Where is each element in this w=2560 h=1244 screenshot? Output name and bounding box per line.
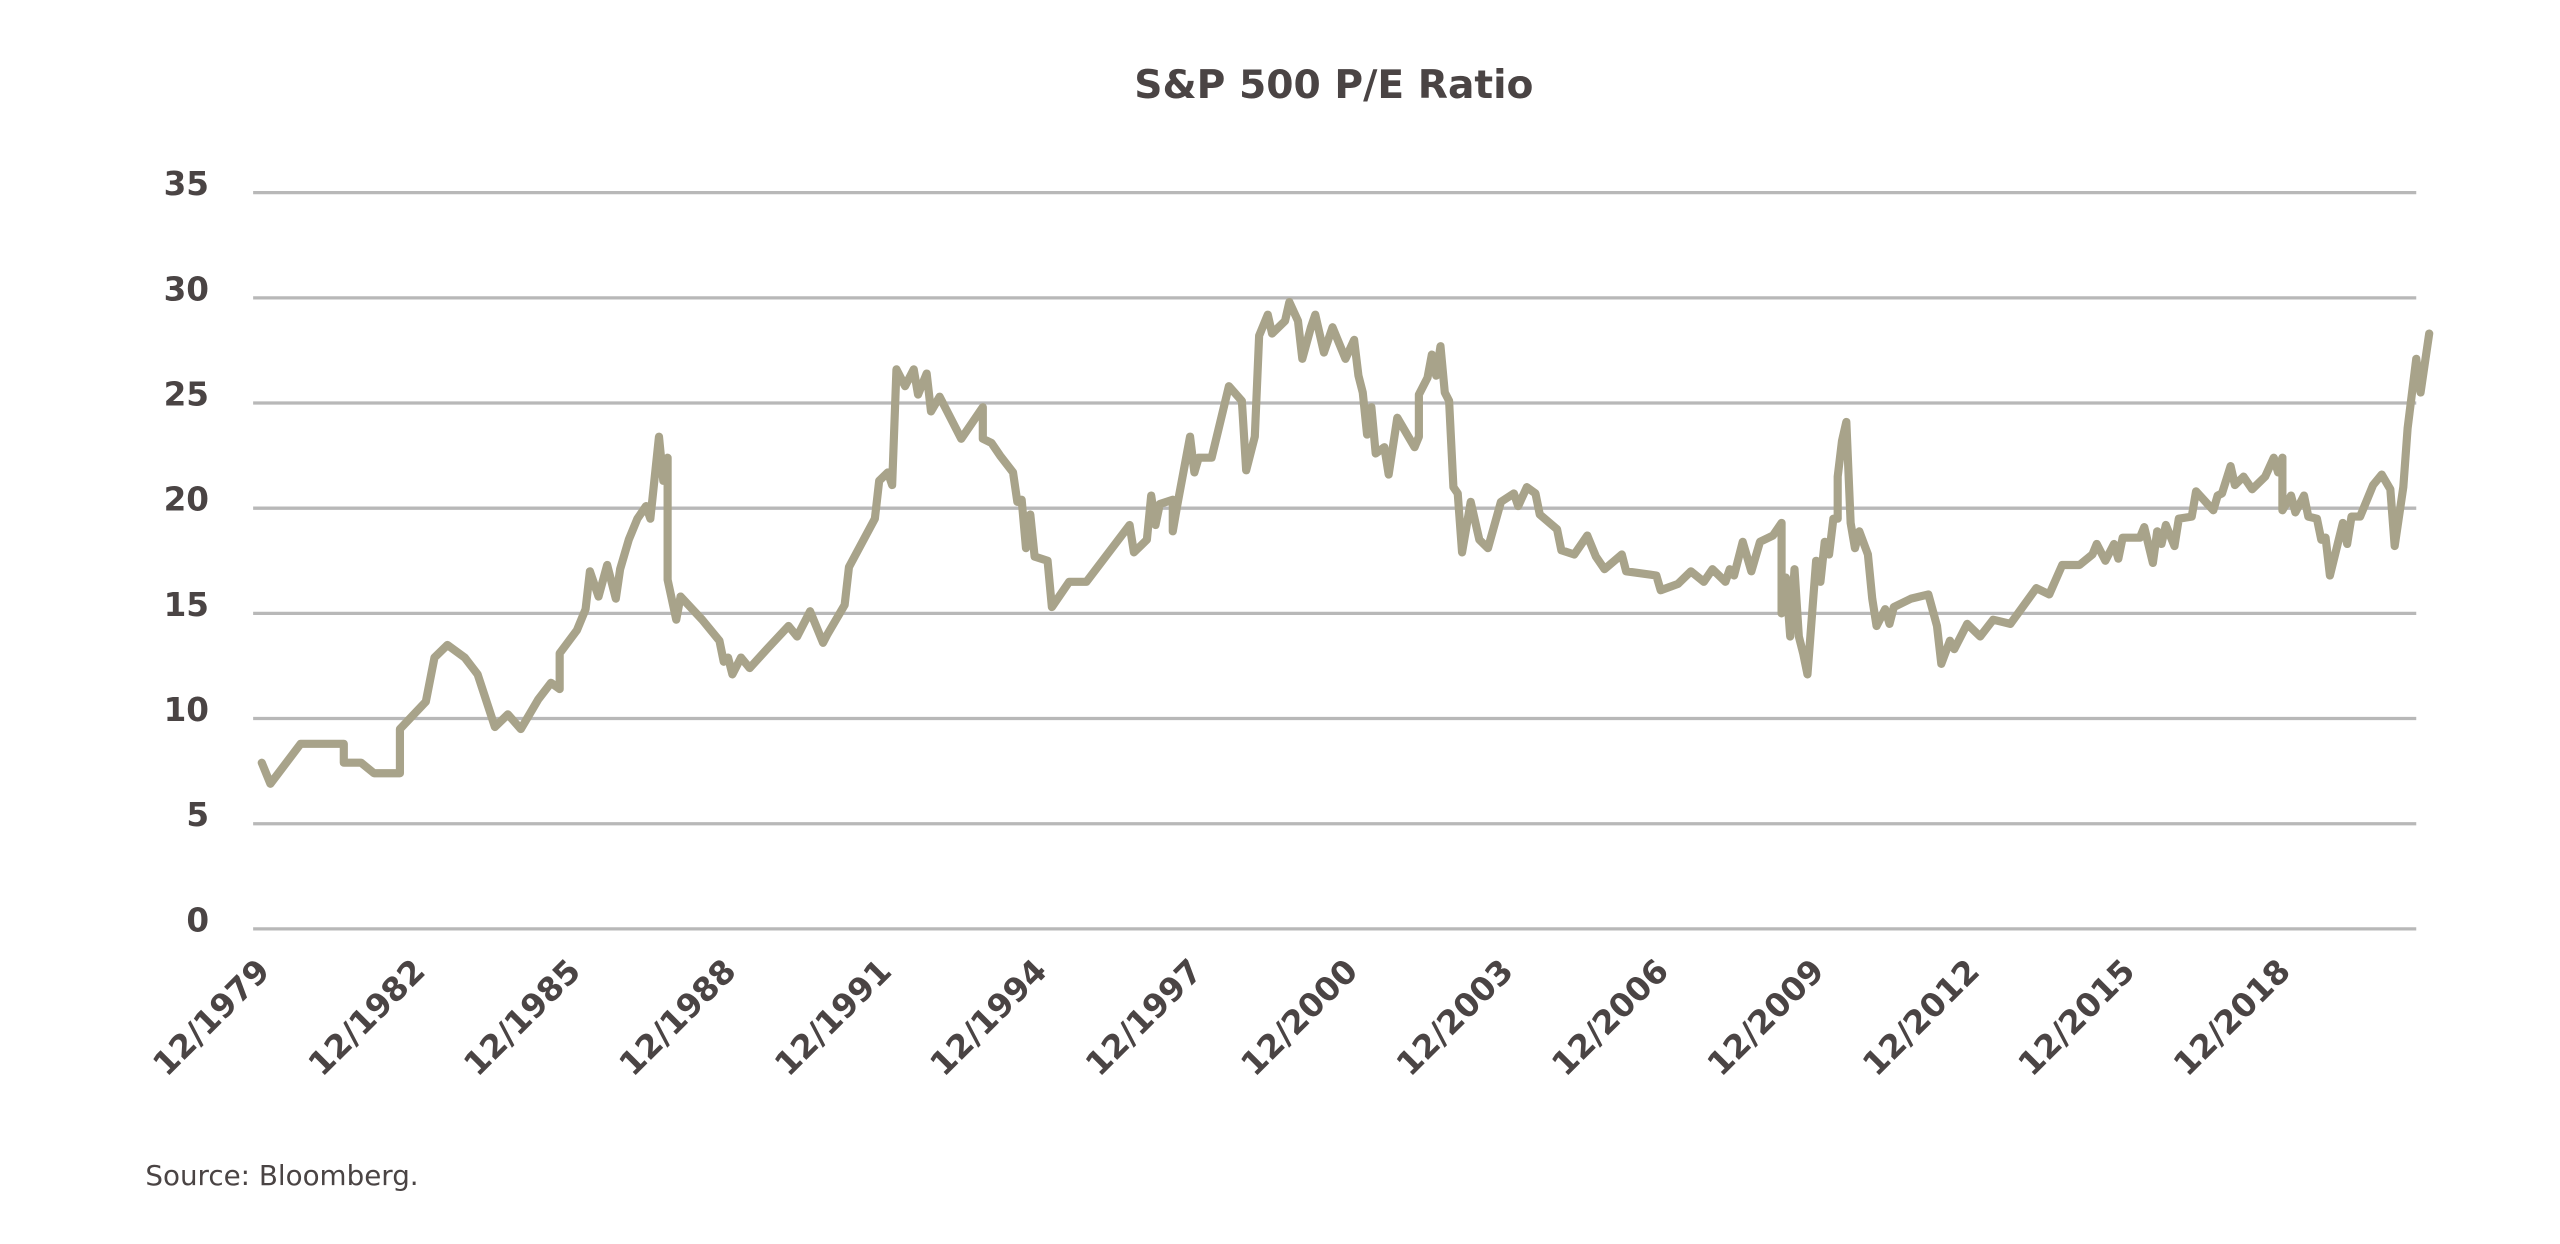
y-tick-label: 30: [164, 270, 209, 308]
y-tick-label: 0: [186, 901, 209, 939]
y-tick-label: 5: [186, 796, 209, 834]
x-tick-label: 12/1988: [612, 952, 744, 1084]
y-tick-label: 20: [164, 481, 209, 519]
x-tick-label: 12/1994: [923, 952, 1055, 1084]
x-tick-label: 12/1997: [1078, 952, 1210, 1084]
pe-line: [257, 297, 2434, 788]
x-tick-label: 12/1982: [301, 952, 433, 1084]
x-tick-label: 12/2018: [2166, 952, 2298, 1084]
x-tick-label: 12/2015: [2011, 952, 2143, 1084]
x-tick-label: 12/2003: [1389, 952, 1521, 1084]
x-tick-label: 12/2012: [1855, 952, 1987, 1084]
chart-title: S&P 500 P/E Ratio: [1134, 63, 1533, 108]
x-tick-label: 12/2000: [1234, 952, 1366, 1084]
source-note: Source: Bloomberg.: [145, 1159, 418, 1192]
y-tick-label: 35: [164, 165, 209, 203]
y-tick-label: 15: [164, 586, 209, 624]
x-tick-label: 12/2006: [1544, 952, 1676, 1084]
x-tick-label: 12/1985: [456, 952, 588, 1084]
x-tick-label: 12/1979: [146, 952, 278, 1084]
x-tick-label: 12/2009: [1700, 952, 1832, 1084]
y-tick-label: 25: [164, 375, 209, 413]
y-tick-label: 10: [164, 691, 209, 729]
x-tick-label: 12/1991: [767, 952, 899, 1084]
